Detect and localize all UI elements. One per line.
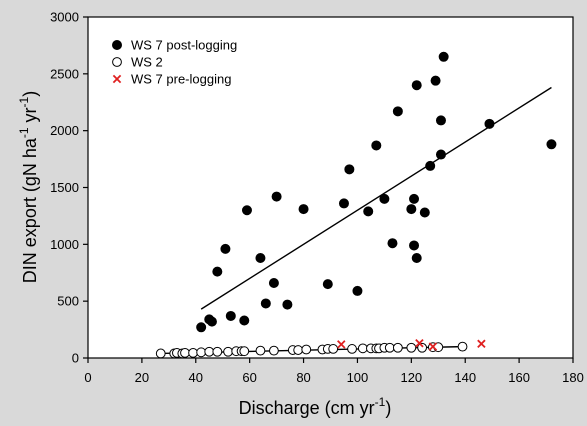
data-point-series-0 [344,164,355,175]
data-point-series-1 [301,344,312,355]
y-axis-label-tail: ) [20,91,40,97]
data-point-series-0 [282,299,293,310]
data-point-series-0 [411,252,422,263]
y-axis-label-mid: yr [20,107,40,127]
data-point-series-1 [417,342,428,353]
data-point-series-0 [387,238,398,249]
data-point-series-0 [268,277,279,288]
data-point-series-0 [352,285,363,296]
data-point-series-1 [406,342,417,353]
x-tick-label: 140 [454,370,476,385]
legend: WS 7 post-logging WS 2 WS 7 pre-logging [112,38,237,87]
data-point-series-1 [347,344,357,354]
data-point-series-0 [425,160,436,171]
data-points [155,51,557,359]
data-point-series-1 [188,347,198,358]
y-tick-label: 500 [57,294,79,309]
x-axis: 0 20 40 60 80 100 120 140 160 180 [84,358,584,385]
y-tick-label: 0 [72,351,79,366]
y-axis-label-sup2: -1 [17,96,31,107]
data-point-series-2 [415,338,424,348]
data-point-series-0 [419,207,430,218]
x-axis-label-main: Discharge (cm yr [239,398,375,418]
data-point-series-0 [298,204,309,215]
data-point-series-0 [430,75,441,86]
legend-marker-series-2 [112,74,122,84]
data-point-series-1 [384,342,395,353]
y-tick-label: 3000 [50,10,79,25]
data-point-series-2 [477,339,486,349]
data-point-series-0 [435,115,446,126]
y-axis: 0 500 1000 1500 2000 2500 3000 [50,10,88,366]
data-point-series-1 [204,346,215,357]
data-point-series-0 [438,51,449,62]
data-point-series-0 [409,193,420,204]
y-tick-label: 2500 [50,66,79,81]
data-point-series-1 [239,346,250,357]
x-tick-label: 40 [189,370,203,385]
data-point-series-0 [406,204,417,215]
data-point-series-0 [220,243,231,254]
data-point-series-0 [225,310,236,321]
data-point-series-1 [196,347,207,358]
legend-label: WS 7 post-logging [131,38,237,53]
data-point-series-0 [435,149,446,160]
x-tick-label: 120 [400,370,422,385]
data-point-series-0 [379,193,390,204]
data-point-series-1 [392,342,403,353]
data-point-series-1 [155,348,166,359]
data-point-series-0 [271,191,282,202]
data-point-series-0 [392,106,403,117]
x-axis-label-sup: -1 [375,395,386,409]
x-tick-label: 60 [242,370,256,385]
data-point-series-0 [546,139,557,150]
data-point-series-0 [196,322,207,333]
data-point-series-0 [484,118,495,129]
data-point-series-0 [338,198,349,209]
y-tick-label: 2000 [50,123,79,138]
data-point-series-1 [357,343,368,354]
x-tick-label: 100 [347,370,369,385]
data-point-series-0 [241,205,252,216]
x-tick-label: 80 [296,370,310,385]
y-tick-label: 1500 [50,180,79,195]
data-point-series-0 [409,240,420,251]
legend-marker-series-0 [112,40,123,51]
data-point-series-0 [371,140,382,151]
data-point-series-0 [260,298,271,309]
data-point-series-1 [180,347,190,358]
legend-label: WS 2 [131,55,163,70]
x-tick-label: 20 [135,370,149,385]
data-point-series-0 [322,279,333,290]
data-point-series-1 [293,345,304,355]
plot-area [88,17,573,358]
x-tick-label: 0 [84,370,91,385]
x-tick-label: 180 [562,370,584,385]
y-axis-label-main: DIN export (gN ha [20,137,40,283]
data-point-series-0 [411,80,422,91]
data-point-series-0 [206,316,217,327]
x-axis-label-tail: ) [385,398,391,418]
data-point-series-1 [328,344,339,354]
data-point-series-1 [457,341,468,352]
data-point-series-1 [269,345,279,356]
legend-label: WS 7 pre-logging [131,72,231,87]
x-tick-label: 160 [508,370,530,385]
data-point-series-0 [255,252,266,263]
data-point-series-0 [363,206,374,217]
data-point-series-1 [212,346,223,357]
data-point-series-2 [337,340,346,349]
y-axis-label-sup1: -1 [17,127,31,138]
x-axis-label: Discharge (cm yr-1) [239,395,392,418]
data-point-series-0 [212,266,223,277]
legend-marker-series-1 [112,57,122,67]
data-point-series-1 [255,345,266,356]
data-point-series-1 [223,346,234,357]
y-axis-label: DIN export (gN ha-1 yr-1) [17,91,40,283]
data-point-series-0 [239,315,250,326]
data-point-series-2 [428,342,438,351]
y-tick-label: 1000 [50,237,79,252]
